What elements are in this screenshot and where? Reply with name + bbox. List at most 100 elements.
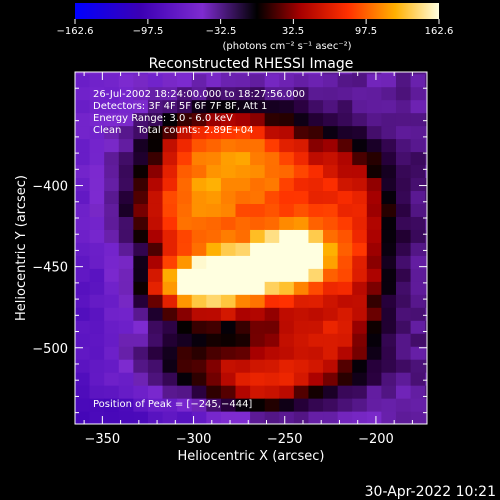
heatmap-cell: [279, 242, 295, 256]
heatmap-cell: [366, 229, 382, 243]
heatmap-cell: [177, 72, 193, 75]
heatmap-cell: [250, 86, 266, 101]
heatmap-cell: [410, 112, 426, 127]
heatmap-cell: [250, 229, 266, 243]
heatmap-cell: [308, 138, 324, 153]
heatmap-cell: [147, 177, 164, 192]
heatmap-cell: [75, 320, 91, 334]
heatmap-cell: [220, 112, 237, 127]
colorbar-tick-label-5: 162.6: [425, 26, 454, 37]
heatmap-cell: [104, 190, 120, 204]
heatmap-cell: [147, 398, 164, 412]
heatmap-cell: [395, 138, 412, 153]
heatmap-cell: [264, 177, 280, 192]
info-clean-counts: Clean Total counts: 2.89E+04: [93, 125, 253, 136]
heatmap-cell: [133, 307, 149, 321]
heatmap-cell: [323, 177, 339, 192]
heatmap-cell: [220, 125, 237, 140]
heatmap-cell: [206, 216, 222, 230]
heatmap-cell: [279, 138, 295, 153]
heatmap-cell: [177, 385, 193, 399]
heatmap-cell: [162, 151, 178, 166]
heatmap-cell: [308, 216, 324, 230]
heatmap-cell: [191, 164, 207, 179]
heatmap-cell: [352, 372, 368, 386]
heatmap-cell: [352, 177, 368, 192]
heatmap-cell: [104, 86, 120, 101]
heatmap-cell: [308, 125, 324, 140]
heatmap-cell: [264, 398, 280, 412]
heatmap-cell: [220, 320, 237, 334]
heatmap-cell: [162, 333, 178, 347]
heatmap-cell: [104, 359, 120, 373]
peak-position-label: Position of Peak = [−245,−444]: [93, 399, 252, 410]
heatmap-cell: [381, 385, 397, 399]
heatmap-cell: [250, 372, 266, 386]
footer-timestamp: 30-Apr-2022 10:21: [365, 484, 496, 500]
heatmap-cell: [191, 151, 207, 166]
heatmap-cell: [279, 216, 295, 230]
heatmap-cell: [89, 359, 105, 373]
heatmap-cell: [293, 203, 310, 217]
heatmap-cell: [337, 229, 353, 243]
heatmap-cell: [177, 307, 193, 321]
heatmap-cell: [220, 216, 237, 230]
heatmap-cell: [162, 281, 178, 295]
heatmap-cell: [308, 281, 324, 295]
heatmap-cell: [410, 398, 426, 412]
heatmap-cell: [104, 255, 120, 269]
heatmap-cell: [206, 151, 222, 166]
heatmap-cell: [293, 398, 310, 412]
heatmap-cell: [133, 359, 149, 373]
heatmap-cell: [177, 177, 193, 192]
heatmap-cell: [366, 164, 382, 179]
heatmap-cell: [337, 72, 353, 75]
heatmap-cell: [337, 112, 353, 127]
heatmap-cell: [104, 385, 120, 399]
heatmap-cell: [410, 411, 426, 424]
heatmap-cell: [337, 164, 353, 179]
heatmap-cell: [220, 242, 237, 256]
heatmap-cell: [395, 411, 412, 424]
heatmap-cell: [162, 229, 178, 243]
heatmap-cell: [352, 281, 368, 295]
heatmap-cell: [308, 99, 324, 114]
heatmap-cell: [352, 294, 368, 308]
heatmap-cell: [89, 72, 105, 75]
heatmap-cell: [118, 164, 134, 179]
heatmap-cell: [191, 398, 207, 412]
heatmap-cell: [89, 372, 105, 386]
heatmap-cell: [118, 346, 134, 360]
heatmap-cell: [118, 86, 134, 101]
heatmap-cell: [323, 73, 339, 88]
heatmap-cell: [191, 125, 207, 140]
heatmap-cell: [191, 281, 207, 295]
heatmap-cell: [381, 359, 397, 373]
heatmap-cell: [293, 151, 310, 166]
heatmap-cell: [366, 411, 382, 424]
heatmap-cell: [220, 190, 237, 204]
heatmap-cell: [177, 229, 193, 243]
heatmap-cell: [250, 411, 266, 424]
heatmap-cell: [425, 281, 427, 295]
heatmap-cell: [308, 73, 324, 88]
heatmap-cell: [89, 242, 105, 256]
heatmap-cell: [235, 138, 251, 153]
heatmap-cell: [279, 333, 295, 347]
heatmap-cell: [425, 73, 427, 88]
heatmap-cell: [133, 73, 149, 88]
heatmap-cell: [250, 333, 266, 347]
heatmap-cell: [293, 177, 310, 192]
heatmap-cell: [118, 151, 134, 166]
heatmap-cell: [75, 333, 91, 347]
heatmap-cell: [323, 281, 339, 295]
heatmap-cell: [162, 164, 178, 179]
heatmap-cell: [133, 86, 149, 101]
heatmap-cell: [75, 255, 91, 269]
heatmap-cell: [191, 411, 207, 424]
heatmap-cell: [352, 112, 368, 127]
heatmap-cell: [162, 398, 178, 412]
heatmap-cell: [425, 294, 427, 308]
heatmap-cell: [250, 320, 266, 334]
heatmap-cell: [206, 99, 222, 114]
